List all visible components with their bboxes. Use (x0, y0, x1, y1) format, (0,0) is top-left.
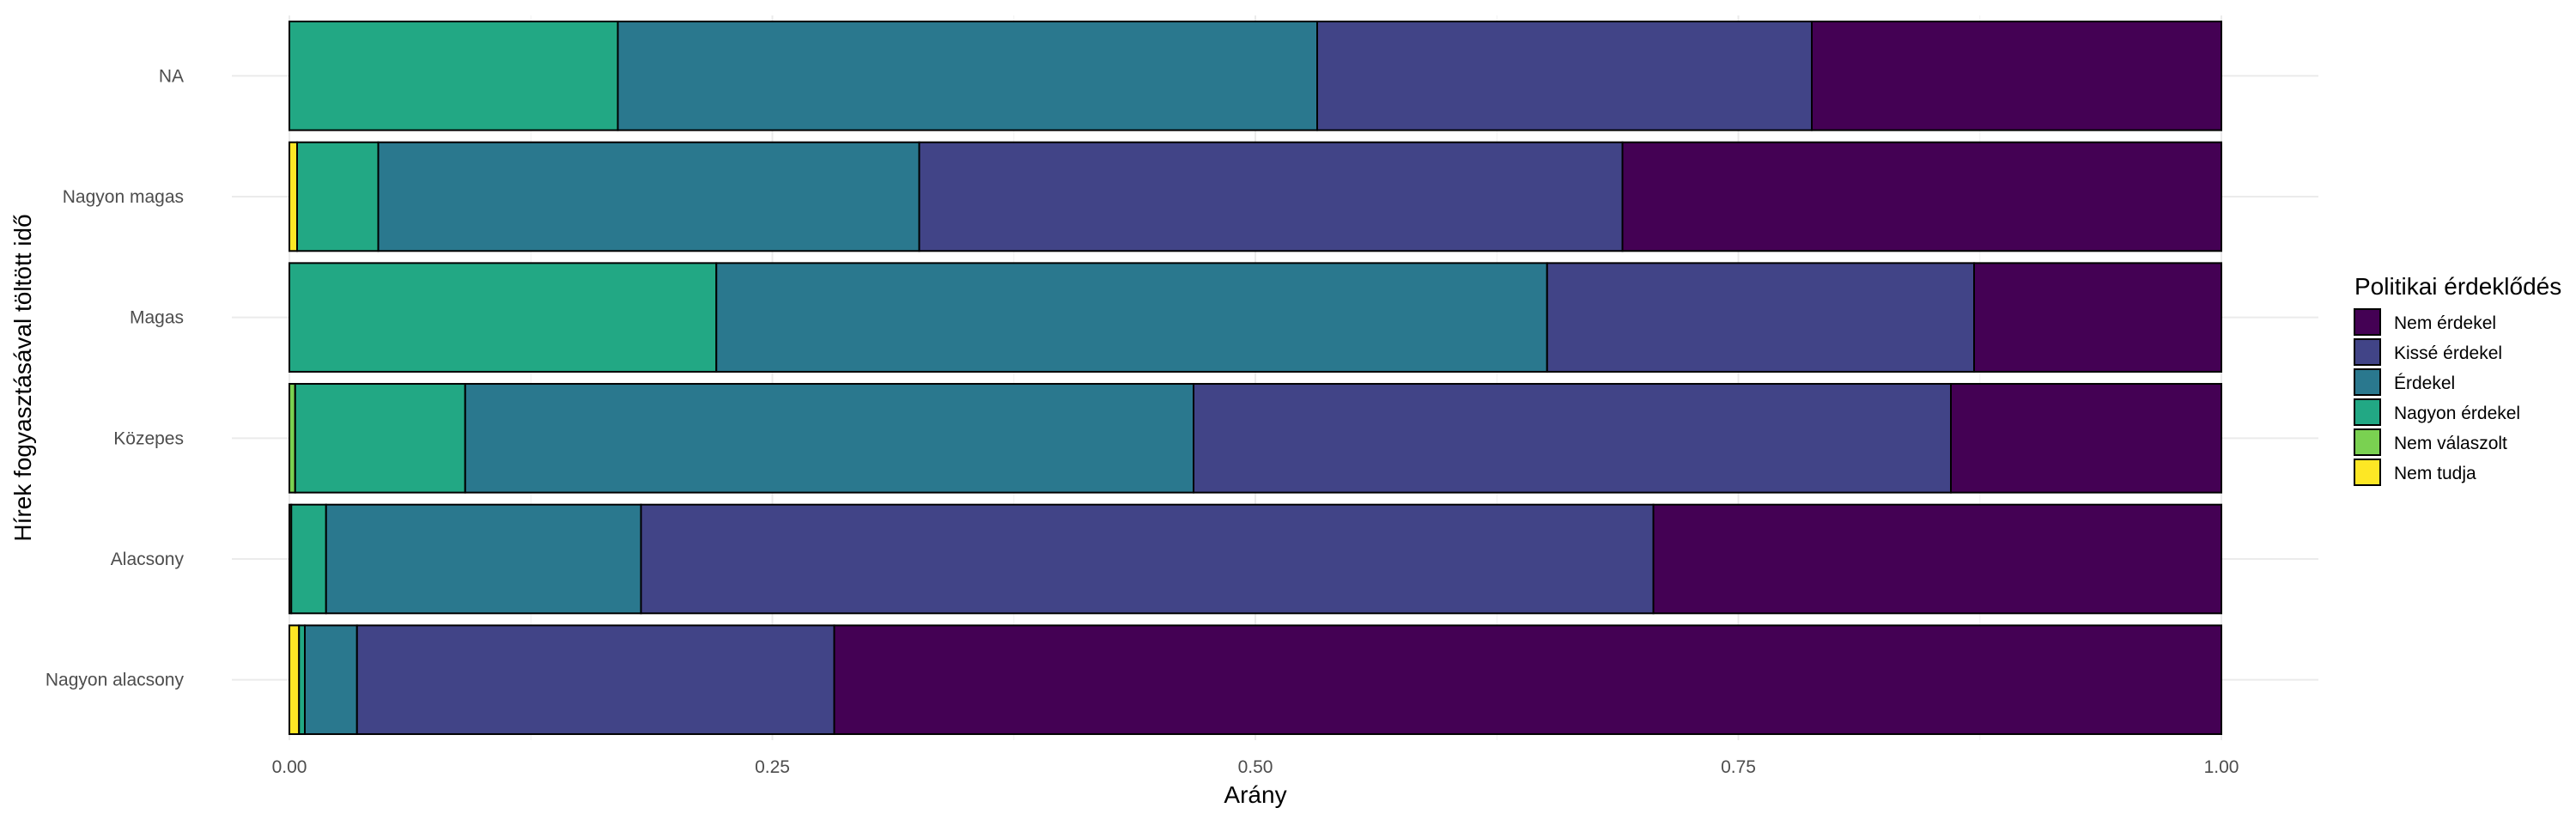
y-tick-label: Közepes (113, 428, 184, 448)
legend-label: Nem érdekel (2394, 313, 2496, 333)
legend-label: Nagyon érdekel (2394, 404, 2520, 423)
bar-segment (289, 624, 301, 735)
bar-segment (617, 21, 1318, 131)
y-tick-label: Alacsony (111, 550, 185, 569)
bar-segment (289, 21, 619, 131)
y-tick-label: NA (159, 66, 184, 86)
bar-segment (1621, 141, 2222, 252)
bar-segment (918, 141, 1624, 252)
x-tick-labels: 0.00 0.25 0.50 0.75 1.00 (272, 757, 2239, 777)
legend-key (2354, 459, 2381, 486)
legend-key (2354, 308, 2381, 336)
bars-layer (289, 21, 2222, 735)
bar-segment (290, 503, 327, 615)
legend-items: Nem érdekel Kissé érdekel Érdekel Nagyon ér… (2354, 308, 2520, 486)
x-axis-title: Arány (1224, 781, 1286, 808)
bar-segment (1316, 21, 1813, 131)
x-tick-label: 0.50 (1238, 757, 1273, 777)
legend-key (2354, 398, 2381, 426)
bar-segment (304, 624, 358, 735)
bar-segment (715, 262, 1548, 373)
x-tick-label: 1.00 (2204, 757, 2239, 777)
legend-label: Nem tudja (2394, 464, 2476, 483)
y-tick-label: Nagyon alacsony (46, 671, 185, 690)
y-tick-label: Nagyon magas (63, 187, 184, 207)
bar-segment (1950, 383, 2222, 494)
x-tick-label: 0.00 (272, 757, 307, 777)
legend-label: Kissé érdekel (2394, 343, 2502, 363)
legend-key (2354, 428, 2381, 456)
legend: Politikai érdeklődés Nem érdekel Kissé ér… (2354, 273, 2561, 486)
bar-segment (325, 503, 642, 615)
legend-key (2354, 368, 2381, 396)
y-tick-label: Magas (130, 308, 184, 328)
bar-segment (1811, 21, 2222, 131)
legend-label: Nem válaszolt (2394, 434, 2507, 453)
legend-title: Politikai érdeklődés (2354, 273, 2561, 300)
bar-segment (833, 624, 2222, 735)
x-tick-label: 0.75 (1721, 757, 1756, 777)
bar-segment (377, 141, 920, 252)
x-tick-label: 0.25 (755, 757, 790, 777)
y-axis-title: Hírek fogyasztásával töltött idő (9, 214, 36, 541)
bar-segment (1546, 262, 1975, 373)
bar-segment (289, 262, 718, 373)
y-tick-labels: Nagyon alacsony Alacsony Közepes Magas Nagyo… (46, 66, 185, 689)
bar-segment (1652, 503, 2222, 615)
bar-segment (289, 141, 298, 252)
bar-segment (294, 383, 466, 494)
bar-segment (640, 503, 1655, 615)
bar-segment (298, 624, 306, 735)
bar-segment (289, 383, 296, 494)
bar-segment (464, 383, 1194, 494)
legend-label: Érdekel (2394, 374, 2455, 393)
bar-segment (1973, 262, 2222, 373)
bar-segment (296, 141, 380, 252)
legend-key (2354, 338, 2381, 366)
bar-segment (355, 624, 835, 735)
bar-segment (1193, 383, 1952, 494)
